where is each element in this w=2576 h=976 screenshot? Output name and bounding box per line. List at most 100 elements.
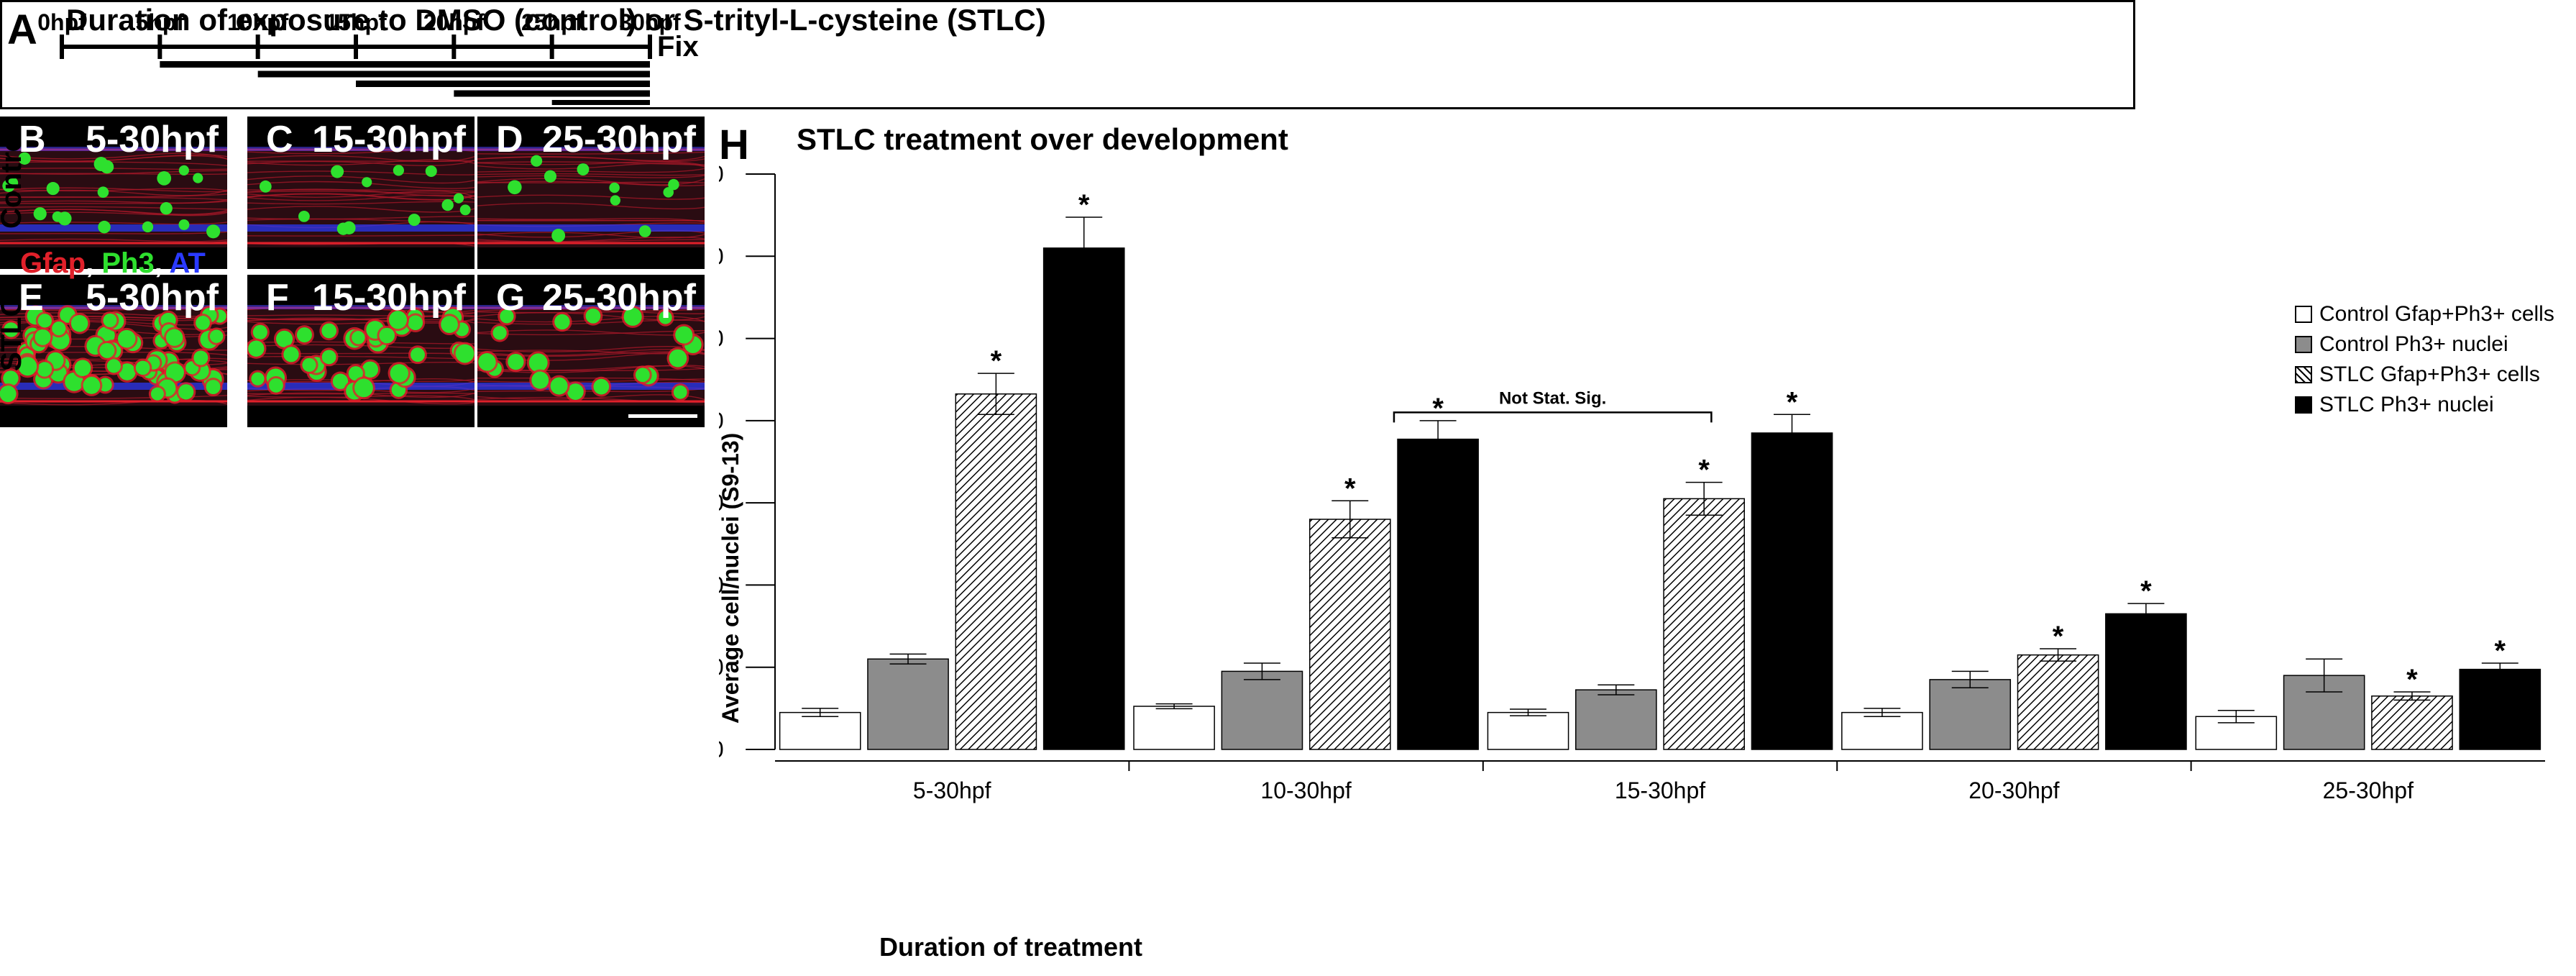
at-band [0, 224, 227, 232]
gfap-fiber [0, 199, 227, 204]
ph3-nucleus [178, 165, 189, 176]
gfap-fiber [477, 309, 705, 314]
legend-swatch [2295, 336, 2312, 353]
ph3-nucleus [551, 229, 566, 242]
ph3-nucleus [99, 342, 115, 358]
ph3-nucleus [331, 165, 344, 178]
gfap-fiber [0, 152, 227, 160]
ph3-nucleus [275, 330, 293, 347]
ph3-nucleus [37, 362, 52, 377]
ph3-nucleus [4, 322, 19, 337]
not-sig-label: Not Stat. Sig. [1499, 388, 1606, 408]
ph3-nucleus [336, 222, 350, 235]
bar [2017, 655, 2098, 749]
y-tick-label: 140 [719, 161, 724, 187]
ph3-nucleus [508, 180, 522, 195]
ph3-nucleus [669, 349, 687, 368]
bar [2106, 614, 2186, 749]
ph3-nucleus [259, 180, 272, 193]
legend-label: STLC Ph3+ nuclei [2319, 393, 2494, 416]
gfap-fiber [477, 378, 705, 383]
gfap-fiber [477, 316, 705, 323]
gfap-fiber [477, 168, 705, 173]
timeline-tick-label: 20hpf [423, 9, 485, 35]
at-band-top [247, 147, 475, 151]
micrograph-letter: G [496, 277, 526, 319]
ph3-nucleus [58, 211, 72, 226]
legend-swatch [2295, 306, 2312, 323]
at-band [477, 224, 705, 232]
ph3-nucleus [459, 204, 471, 216]
legend-item: Control Ph3+ nuclei [2295, 332, 2508, 357]
ph3-nucleus [35, 329, 51, 345]
ph3-nucleus [362, 361, 379, 378]
ph3-nucleus [83, 377, 101, 394]
gfap-fiber [0, 395, 227, 400]
significance-star: * [2140, 575, 2152, 607]
exposure-bar [356, 81, 650, 87]
gfap-fiber [247, 160, 475, 166]
ph3-nucleus [550, 377, 568, 395]
ph3-nucleus [390, 364, 408, 383]
x-tick-label: 5-30hpf [913, 777, 991, 803]
micrograph-image [477, 275, 705, 427]
ph3-nucleus [46, 182, 60, 196]
ph3-nucleus [567, 383, 584, 400]
ph3-nucleus [193, 173, 203, 183]
ph3-nucleus [70, 314, 88, 332]
exposure-bar [454, 90, 650, 97]
ph3-nucleus [206, 380, 221, 394]
ph3-nucleus [453, 193, 464, 204]
ph3-nucleus [635, 368, 650, 383]
micrograph-letter: F [266, 277, 289, 319]
ph3-nucleus [298, 210, 310, 222]
ph3-nucleus [248, 340, 265, 357]
ph3-nucleus [408, 315, 423, 331]
ph3-nucleus [165, 329, 183, 346]
ph3-nucleus [441, 316, 458, 333]
chart-plot-area: 0 20 40 60 80 100 120 140 5-30hpf 10-30hpf 15-30hp… [719, 161, 2545, 803]
ph3-nucleus [352, 331, 365, 345]
micrograph-duration-label: 15-30hpf [312, 119, 466, 160]
ph3-nucleus [150, 387, 164, 401]
stain-sep-2: , [154, 247, 170, 279]
ph3-nucleus [296, 327, 312, 343]
bar [1134, 706, 1214, 749]
ph3-nucleus [425, 165, 437, 178]
ph3-nucleus [321, 323, 336, 339]
gfap-fiber [477, 312, 705, 321]
legend-item: STLC Gfap+Ph3+ cells [2295, 362, 2540, 387]
significance-star: * [1344, 473, 1356, 504]
ph3-nucleus [160, 202, 173, 215]
ph3-nucleus [348, 366, 363, 381]
gfap-fiber [0, 238, 227, 242]
bar [1751, 433, 1832, 749]
significance-star: * [2053, 621, 2064, 652]
timeline-tick-label: 15hpf [325, 9, 387, 35]
ph3-nucleus [106, 359, 121, 373]
ph3-nucleus [178, 219, 190, 230]
ph3-nucleus [659, 311, 672, 324]
ph3-nucleus [33, 207, 47, 221]
ph3-nucleus [577, 163, 590, 175]
ph3-nucleus [157, 171, 172, 186]
gfap-fiber [247, 395, 475, 401]
gfap-fiber [0, 173, 227, 175]
gfap-fiber [247, 170, 475, 175]
gfap-fiber [247, 181, 475, 189]
micrograph-duration-label: 15-30hpf [312, 277, 466, 319]
micrograph-panel-f [247, 275, 475, 427]
legend-swatch [2295, 396, 2312, 414]
bar [1664, 498, 1744, 749]
micrograph-image [0, 117, 227, 269]
significance-star: * [991, 345, 1002, 377]
micrograph-duration-label: 25-30hpf [542, 277, 696, 319]
gfap-fiber [477, 155, 705, 162]
at-band [247, 224, 475, 232]
ph3-nucleus [531, 155, 543, 167]
ph3-nucleus [74, 360, 91, 377]
x-tick-label: 10-30hpf [1260, 777, 1351, 803]
gfap-fiber [0, 206, 227, 210]
bar [1398, 439, 1478, 749]
